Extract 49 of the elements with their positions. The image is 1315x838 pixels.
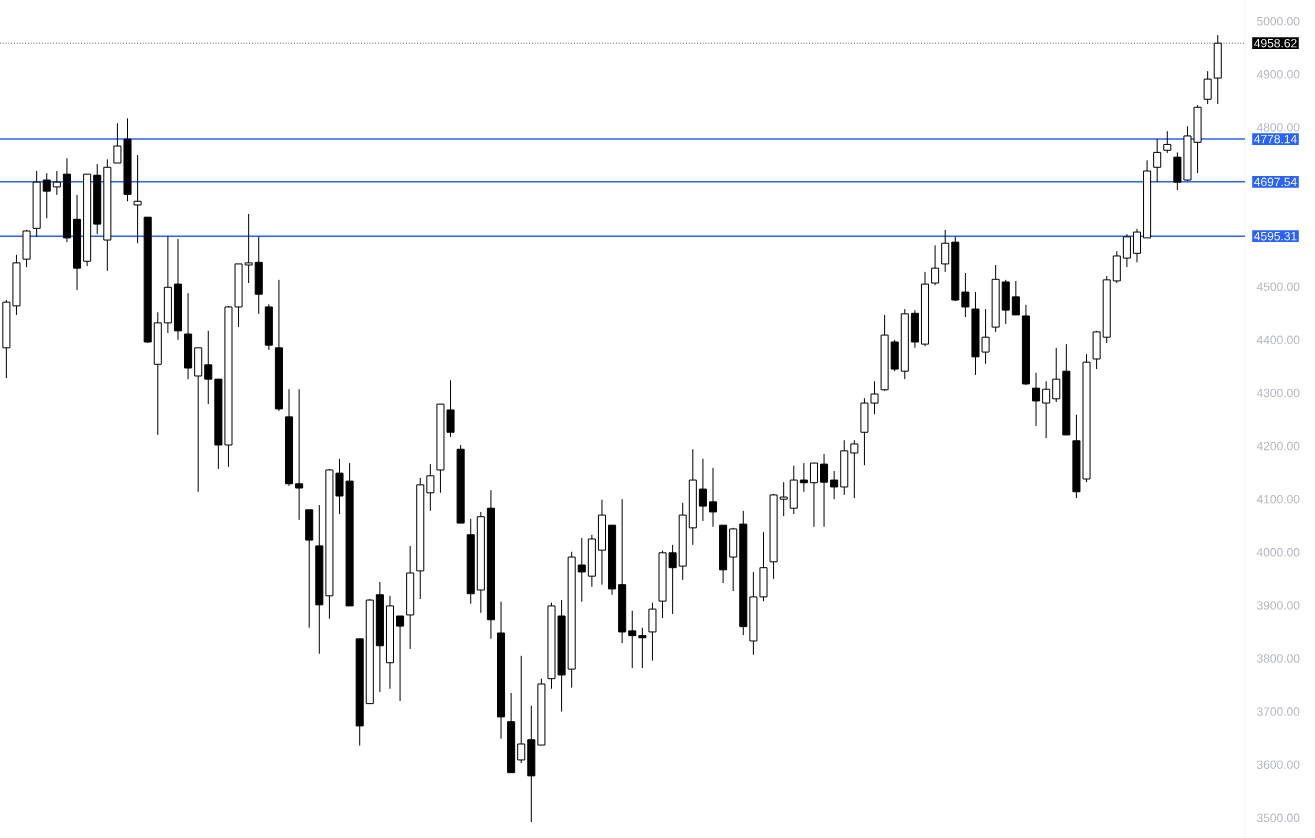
candlestick: [830, 470, 839, 500]
candlestick: [1153, 138, 1162, 183]
y-tick-label: 3600.00: [1257, 760, 1300, 769]
y-tick-label: 4000.00: [1256, 548, 1300, 557]
ref-line-label: 4778.14: [1254, 134, 1297, 144]
y-tick-label: 3500.00: [1257, 813, 1300, 823]
candlestick: [133, 154, 142, 244]
y-tick-label: 4400.00: [1256, 335, 1300, 345]
candlestick: [42, 172, 51, 219]
y-tick-label: 4300.00: [1256, 388, 1300, 398]
candlestick: [931, 244, 940, 286]
y-tick-label: 4100.00: [1256, 494, 1300, 504]
candlestick: [799, 462, 808, 493]
candlestick: [1132, 228, 1142, 263]
y-tick-label: 5000.00: [1257, 16, 1300, 26]
candlestick: [708, 467, 718, 528]
candlestick: [941, 229, 950, 273]
candlestick: [1042, 380, 1051, 439]
y-tick-label: 4800.00: [1256, 123, 1300, 132]
ref-line-label: 4958.62: [1254, 38, 1297, 48]
candlestick: [638, 627, 647, 669]
ref-line-label: 4595.31: [1254, 231, 1297, 241]
candlestick: [52, 170, 61, 196]
candlestick: [1052, 347, 1061, 403]
candlestick: [517, 655, 526, 764]
candlestick: [850, 439, 859, 499]
y-tick-label: 4200.00: [1256, 441, 1300, 451]
y-tick-label: 4900.00: [1256, 70, 1300, 79]
y-tick-label: 3900.00: [1257, 601, 1300, 610]
y-tick-label: 4500.00: [1256, 282, 1300, 291]
candlestick: [1203, 70, 1212, 105]
candlestick: [820, 453, 829, 528]
candlestick: [426, 463, 435, 512]
candlestick: [204, 330, 213, 405]
candlestick: [1163, 130, 1172, 154]
ref-line-label: 4697.54: [1254, 177, 1297, 187]
candlestick: [295, 388, 304, 521]
candlestick: [628, 610, 637, 669]
candlestick: [809, 462, 818, 528]
candlestick: [961, 272, 970, 318]
candlestick: [1032, 372, 1041, 427]
candlestick: [1011, 280, 1020, 316]
candlestick: [698, 458, 707, 522]
candlestick: [577, 537, 586, 603]
candlestick: [648, 602, 657, 662]
candlestick: [1122, 233, 1131, 268]
y-tick-label: 3800.00: [1257, 654, 1300, 663]
y-tick-label: 3700.00: [1257, 707, 1300, 716]
candlestick: [396, 615, 405, 702]
